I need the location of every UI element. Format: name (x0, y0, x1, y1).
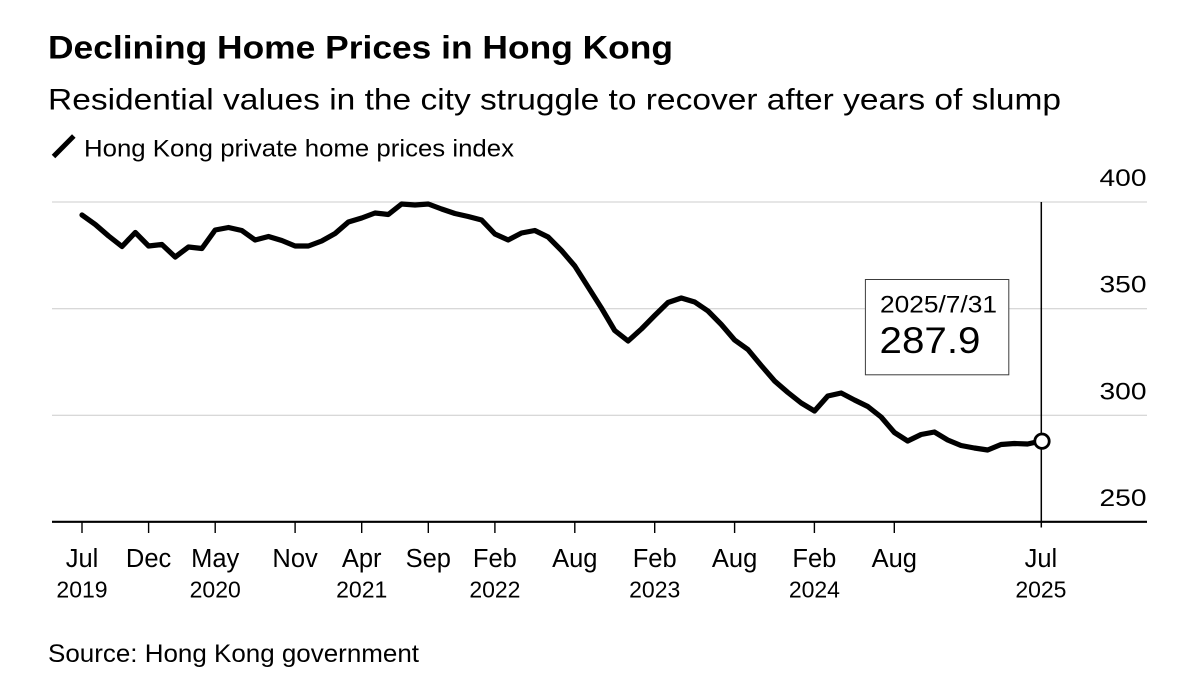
svg-text:Residential values in the city: Residential values in the city struggle … (48, 84, 1061, 117)
svg-text:Jul: Jul (1025, 545, 1058, 573)
svg-text:May: May (191, 545, 239, 573)
svg-text:300: 300 (1100, 378, 1147, 405)
svg-text:250: 250 (1100, 485, 1147, 512)
svg-text:2025: 2025 (1015, 577, 1066, 603)
svg-text:Declining Home Prices in Hong: Declining Home Prices in Hong Kong (48, 30, 673, 66)
svg-text:Apr: Apr (342, 545, 382, 573)
svg-text:2022: 2022 (469, 577, 520, 603)
svg-text:Aug: Aug (712, 545, 757, 573)
svg-text:2019: 2019 (56, 577, 107, 603)
svg-text:Sep: Sep (406, 545, 451, 573)
svg-text:Aug: Aug (872, 545, 917, 573)
svg-text:Feb: Feb (473, 545, 517, 573)
svg-text:Feb: Feb (792, 545, 836, 573)
svg-text:Dec: Dec (126, 545, 172, 573)
svg-text:2025/7/31: 2025/7/31 (880, 292, 997, 319)
svg-text:2023: 2023 (629, 577, 680, 603)
svg-text:Feb: Feb (633, 545, 677, 573)
svg-text:400: 400 (1100, 165, 1147, 192)
svg-text:Source: Hong Kong government: Source: Hong Kong government (48, 640, 419, 668)
svg-text:287.9: 287.9 (880, 319, 981, 361)
svg-text:Aug: Aug (552, 545, 597, 573)
svg-text:Nov: Nov (272, 545, 318, 573)
svg-text:Jul: Jul (66, 545, 99, 573)
svg-text:350: 350 (1100, 272, 1147, 299)
svg-text:2020: 2020 (190, 577, 241, 603)
svg-text:2021: 2021 (336, 577, 387, 603)
svg-text:2024: 2024 (789, 577, 840, 603)
svg-text:Hong Kong private home prices: Hong Kong private home prices index (84, 136, 514, 163)
